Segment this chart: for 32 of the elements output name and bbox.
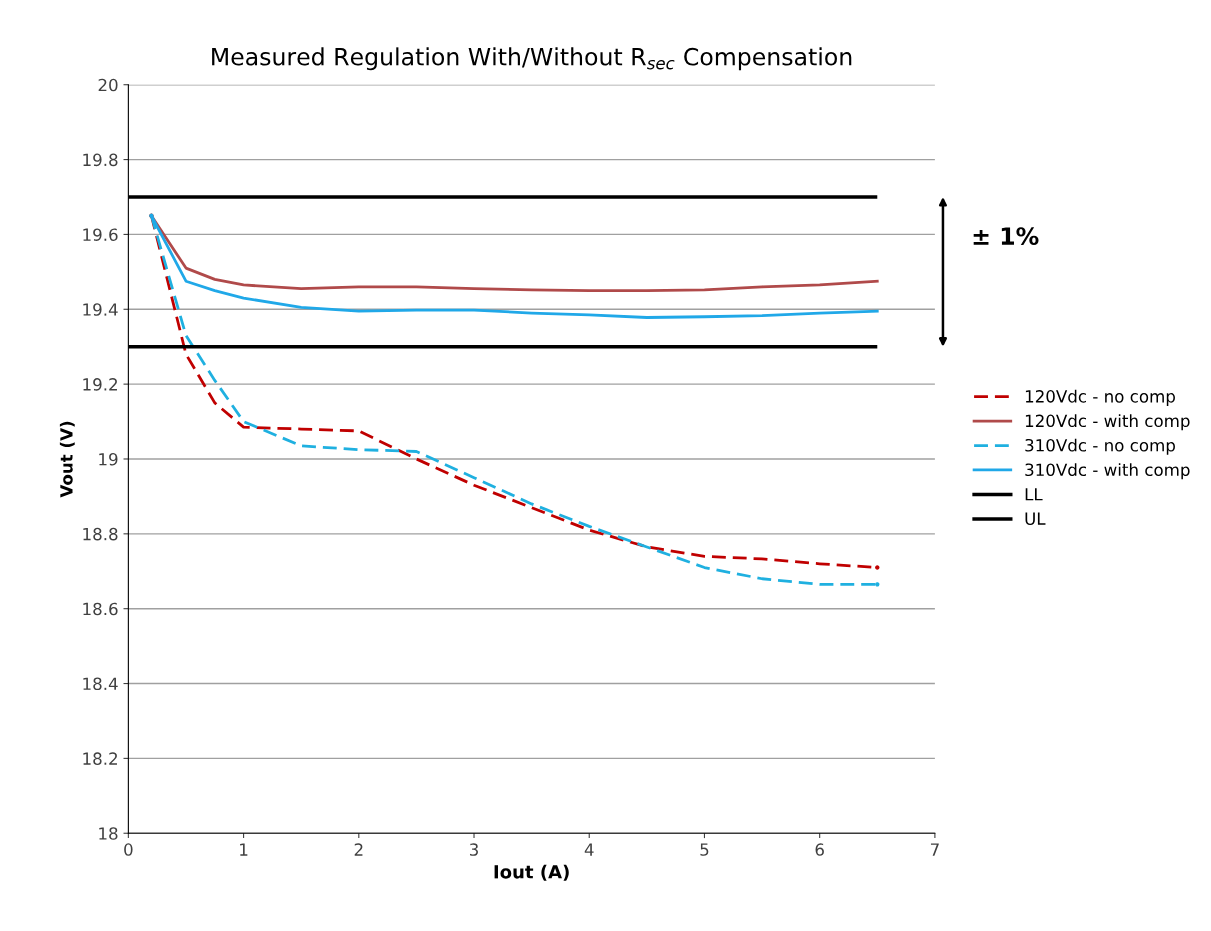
y-tick-label: 18.4 bbox=[83, 677, 118, 691]
chart-title: Measured Regulation With/Without R$_{sec}$ Compensation bbox=[212, 47, 852, 71]
line-series bbox=[150, 214, 879, 292]
y-tick-label: 18.2 bbox=[83, 752, 117, 765]
y-tick-label: 18 bbox=[99, 827, 118, 840]
y-tick-label: 19.6 bbox=[83, 228, 118, 241]
y-tick-label: 18.6 bbox=[83, 602, 118, 616]
y-axis-title: Vout (V) bbox=[59, 421, 75, 498]
legend-label: 310Vdc - no comp bbox=[1025, 438, 1175, 455]
y-tick-label: 19 bbox=[99, 452, 118, 466]
y-tick-label: 18.8 bbox=[83, 527, 118, 541]
point bbox=[875, 582, 880, 587]
legend-label: LL bbox=[1025, 488, 1043, 501]
legend-label: 120Vdc - with comp bbox=[1025, 414, 1190, 431]
x-tick-label: 3 bbox=[469, 843, 478, 856]
text: ± 1% bbox=[973, 227, 1039, 246]
x-tick-label: 0 bbox=[124, 843, 133, 856]
x-tick-label: 1 bbox=[240, 843, 248, 856]
y-tick-label: 19.8 bbox=[83, 153, 118, 167]
y-tick-label: 20 bbox=[98, 78, 118, 92]
legend-label: 120Vdc - no comp bbox=[1025, 389, 1175, 406]
y-tick-label: 19.4 bbox=[83, 303, 118, 316]
y-tick-label: 19.2 bbox=[83, 378, 117, 391]
legend-label: UL bbox=[1025, 512, 1046, 525]
legend-label: 310Vdc - with comp bbox=[1025, 463, 1190, 480]
x-tick-label: 7 bbox=[930, 843, 939, 856]
x-tick-label: 2 bbox=[354, 843, 363, 856]
x-tick-label: 4 bbox=[584, 843, 594, 856]
point bbox=[875, 565, 880, 570]
x-tick-label: 5 bbox=[700, 843, 709, 856]
x-tick-label: 6 bbox=[815, 843, 824, 856]
x-axis-title: Iout (A) bbox=[494, 864, 569, 881]
